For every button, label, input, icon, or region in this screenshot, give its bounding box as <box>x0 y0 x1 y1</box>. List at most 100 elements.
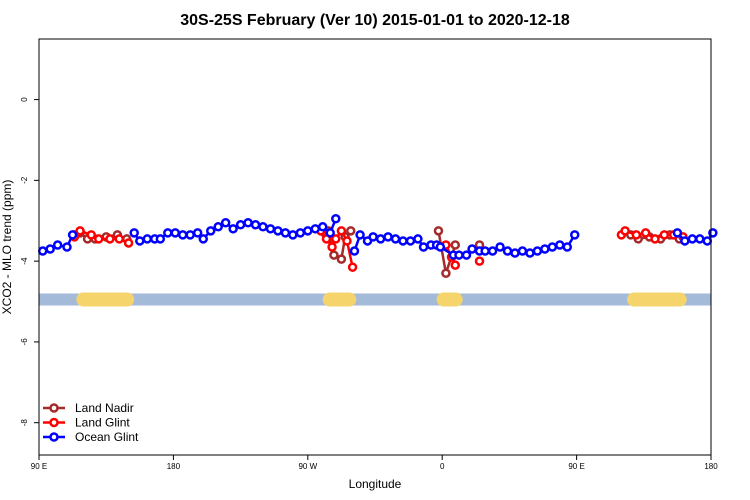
data-point <box>123 238 134 248</box>
data-point <box>467 244 477 254</box>
data-point <box>398 236 408 246</box>
data-point <box>672 228 683 238</box>
x-tick-label: 180 <box>167 462 181 471</box>
data-point <box>45 244 55 254</box>
data-point <box>461 250 472 260</box>
data-point <box>435 242 446 252</box>
data-point <box>105 234 115 244</box>
data-point <box>325 228 335 238</box>
data-point <box>273 226 283 236</box>
data-point <box>205 226 216 236</box>
ocean-band <box>39 293 711 306</box>
data-point <box>213 222 223 232</box>
data-point <box>562 242 573 252</box>
data-point <box>659 230 670 240</box>
data-point <box>375 234 386 244</box>
data-point <box>349 246 360 256</box>
y-tick-label: -8 <box>20 419 29 427</box>
data-point <box>345 226 356 236</box>
data-point <box>620 226 630 236</box>
data-point <box>540 244 550 254</box>
data-point <box>510 248 520 258</box>
data-point <box>450 240 461 250</box>
y-tick-label: 0 <box>20 97 29 102</box>
data-point <box>37 246 48 256</box>
data-point <box>517 246 528 256</box>
data-point <box>336 254 347 264</box>
data-point <box>569 230 580 240</box>
data-point <box>342 236 352 246</box>
legend-marker <box>49 417 59 428</box>
data-point <box>480 246 490 256</box>
data-point <box>418 242 429 252</box>
data-point <box>142 234 153 244</box>
legend-marker <box>49 432 59 442</box>
data-point <box>631 230 642 240</box>
data-point <box>487 246 498 256</box>
data-point <box>228 224 238 234</box>
x-axis-label: Longitude <box>349 477 402 491</box>
data-point <box>62 242 72 252</box>
data-point <box>702 236 713 246</box>
land-segment <box>436 292 463 307</box>
data-point <box>555 240 565 250</box>
data-point <box>327 242 337 252</box>
data-point <box>355 230 365 240</box>
data-point <box>433 226 444 236</box>
data-point <box>708 228 718 238</box>
legend-item: Land Glint <box>43 416 130 430</box>
data-point <box>525 248 535 258</box>
data-point <box>383 232 393 242</box>
data-point <box>317 222 328 232</box>
data-point <box>687 234 698 244</box>
data-point <box>310 224 321 234</box>
data-point <box>331 213 341 224</box>
data-point <box>163 228 173 238</box>
data-point <box>454 250 464 260</box>
data-point <box>303 226 313 236</box>
data-point <box>250 220 261 230</box>
data-point <box>52 240 63 250</box>
data-point <box>347 262 358 272</box>
data-point <box>336 226 347 236</box>
data-point <box>192 228 203 238</box>
data-point <box>390 234 401 244</box>
x-tick-label: 0 <box>440 462 445 471</box>
data-point <box>405 236 416 246</box>
data-point <box>495 242 505 252</box>
legend-marker <box>49 403 59 413</box>
data-point <box>368 232 378 242</box>
data-point <box>185 230 195 240</box>
data-point <box>67 230 78 240</box>
data-point <box>650 234 660 244</box>
data-point <box>280 228 291 238</box>
data-point <box>86 230 97 240</box>
data-point <box>640 228 651 238</box>
y-tick-label: -2 <box>20 176 29 184</box>
data-point <box>177 230 188 240</box>
legend-item: Land Nadir <box>43 401 134 415</box>
data-point <box>75 226 85 236</box>
data-point <box>198 234 209 244</box>
data-point <box>695 234 705 244</box>
data-point <box>532 246 543 256</box>
y-axis: 0 -2 -4 -6 -8 <box>20 97 39 426</box>
data-point <box>450 260 461 270</box>
x-tick-label: 90 E <box>568 462 584 471</box>
data-point <box>680 236 690 246</box>
plot-frame <box>38 38 712 456</box>
legend-item: Ocean Glint <box>43 430 139 444</box>
data-point <box>502 246 513 256</box>
x-axis: 90 E 180 90 W 0 90 E 180 <box>31 455 718 471</box>
y-axis-label: XCO2 - MLO trend (ppm) <box>0 180 14 315</box>
data-point <box>129 228 139 238</box>
data-point <box>288 230 298 240</box>
land-segment <box>76 292 135 307</box>
land-ocean-band <box>39 292 711 307</box>
data-point <box>243 218 253 228</box>
data-point <box>220 218 231 228</box>
data-point <box>441 268 451 279</box>
land-segment <box>627 292 687 307</box>
